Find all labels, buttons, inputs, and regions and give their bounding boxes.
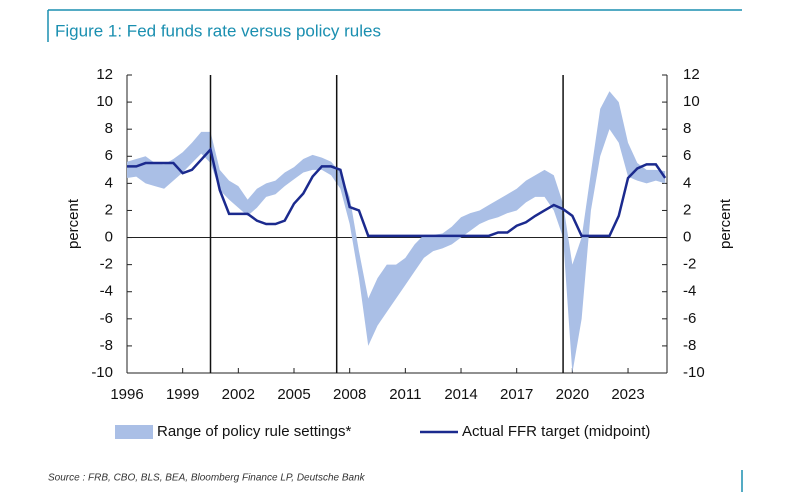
y2-tick-label: 4 <box>683 174 691 191</box>
y-tick-label: -6 <box>100 310 113 327</box>
y-tick-label: 2 <box>105 201 113 218</box>
ffr-line <box>127 146 667 238</box>
y2-axis-label: percent <box>717 198 734 249</box>
legend-label: Range of policy rule settings* <box>157 423 351 440</box>
y-tick-label: 0 <box>105 229 113 246</box>
x-tick-label: 1996 <box>110 386 143 403</box>
y2-tick-label: -2 <box>683 256 696 273</box>
y2-tick-label: 0 <box>683 229 691 246</box>
y-tick-label: -2 <box>100 256 113 273</box>
y-tick-label: 12 <box>96 66 113 83</box>
y2-tick-label: -10 <box>683 364 705 381</box>
x-tick-label: 2008 <box>333 386 366 403</box>
y2-tick-label: 8 <box>683 120 691 137</box>
policy-range-band <box>127 91 666 373</box>
y-tick-label: 8 <box>105 120 113 137</box>
y2-tick-label: -4 <box>683 283 696 300</box>
y-axis-label: percent <box>65 198 82 249</box>
y2-tick-label: 10 <box>683 93 700 110</box>
y-tick-label: 4 <box>105 174 113 191</box>
x-tick-label: 2017 <box>500 386 533 403</box>
y2-tick-label: 2 <box>683 201 691 218</box>
y-tick-label: -8 <box>100 337 113 354</box>
legend-swatch <box>115 425 153 439</box>
x-tick-label: 2023 <box>611 386 644 403</box>
y-tick-label: 6 <box>105 147 113 164</box>
x-tick-label: 2014 <box>444 386 477 403</box>
source-note: Source : FRB, CBO, BLS, BEA, Bloomberg F… <box>48 473 366 484</box>
y2-tick-label: 6 <box>683 147 691 164</box>
legend-label: Actual FFR target (midpoint) <box>462 423 650 440</box>
x-tick-label: 2002 <box>222 386 255 403</box>
x-tick-label: 1999 <box>166 386 199 403</box>
y2-tick-label: -8 <box>683 337 696 354</box>
x-tick-label: 2011 <box>389 386 421 403</box>
y-tick-label: 10 <box>96 93 113 110</box>
x-tick-label: 2005 <box>277 386 310 403</box>
y-tick-label: -10 <box>91 364 113 381</box>
chart-title: Figure 1: Fed funds rate versus policy r… <box>55 21 381 40</box>
y2-tick-label: 12 <box>683 66 700 83</box>
y2-tick-label: -6 <box>683 310 696 327</box>
y-tick-label: -4 <box>100 283 113 300</box>
x-tick-label: 2020 <box>556 386 589 403</box>
